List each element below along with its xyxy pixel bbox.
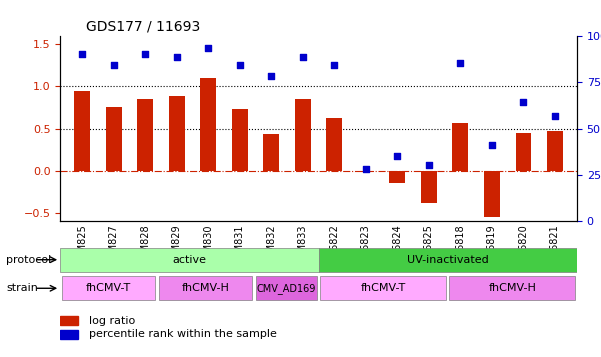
Point [456,60,465,66]
FancyBboxPatch shape [255,276,317,300]
Bar [200,78,216,171]
Text: fhCMV-H: fhCMV-H [489,283,536,293]
Text: percentile rank within the sample: percentile rank within the sample [88,330,276,340]
Bar [263,135,279,171]
FancyBboxPatch shape [60,248,319,272]
Point [392,153,402,159]
Point [203,45,213,51]
Bar [484,171,500,217]
Text: UV-inactivated: UV-inactivated [407,255,489,265]
Text: GDS177 / 11693: GDS177 / 11693 [86,19,200,33]
Bar [137,99,153,171]
Point [487,142,496,148]
Point [329,62,339,68]
Bar [232,109,248,171]
FancyBboxPatch shape [62,276,156,300]
FancyBboxPatch shape [159,276,252,300]
Point [266,73,276,79]
FancyBboxPatch shape [450,276,575,300]
Text: fhCMV-T: fhCMV-T [86,283,131,293]
Bar [169,96,185,171]
FancyBboxPatch shape [319,248,577,272]
Point [235,62,245,68]
Bar [295,99,311,171]
Bar [75,91,90,171]
Text: strain: strain [6,283,38,293]
Text: fhCMV-H: fhCMV-H [182,283,230,293]
Bar [106,107,121,171]
Bar [516,133,531,171]
Point [78,51,87,57]
Point [109,62,118,68]
Bar [389,171,405,183]
Text: protocol: protocol [6,255,51,265]
Bar [326,119,342,171]
Bar [60,330,78,339]
Bar [60,316,78,325]
Point [298,54,308,60]
Point [519,99,528,104]
Point [141,51,150,57]
Bar [547,131,563,171]
Bar [358,171,374,172]
Point [424,162,434,168]
Point [361,166,371,172]
Point [550,113,560,119]
Bar [421,171,437,203]
Bar [453,122,468,171]
Text: CMV_AD169: CMV_AD169 [257,283,316,294]
Text: fhCMV-T: fhCMV-T [361,283,406,293]
Text: log ratio: log ratio [88,316,135,326]
FancyBboxPatch shape [320,276,446,300]
Text: active: active [172,255,206,265]
Point [172,54,182,60]
